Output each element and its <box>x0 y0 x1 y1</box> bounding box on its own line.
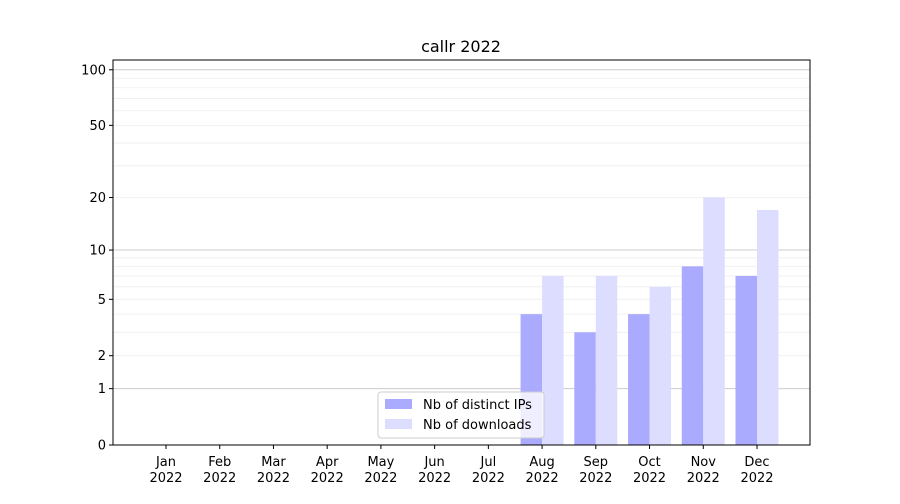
x-tick-label: May <box>367 455 394 470</box>
x-tick-label: Jun <box>423 455 444 470</box>
legend-swatch <box>385 399 412 409</box>
legend: Nb of distinct IPs Nb of downloads <box>377 391 545 439</box>
x-tick-label: 2022 <box>740 471 773 486</box>
plot-frame <box>112 59 811 446</box>
bar-downloads <box>649 286 672 445</box>
x-tick-label: Oct <box>638 455 660 470</box>
x-tick-label: 2022 <box>633 471 666 486</box>
x-tick-label: 2022 <box>579 471 612 486</box>
x-axis: Jan2022Feb2022Mar2022Apr2022May2022Jun20… <box>149 445 774 486</box>
x-tick-label: Sep <box>584 455 609 470</box>
x-tick-label: Aug <box>529 455 554 470</box>
y-tick-label: 2 <box>98 349 106 364</box>
legend-label: Nb of downloads <box>423 418 532 433</box>
chart-title: callr 2022 <box>421 37 501 56</box>
x-tick-label: 2022 <box>687 471 720 486</box>
y-tick-label: 20 <box>89 191 106 206</box>
y-axis: 0 1 2 5 10 20 50 100 <box>81 63 113 454</box>
y-tick-label: 10 <box>89 244 106 259</box>
legend-box <box>377 391 545 439</box>
legend-label: Nb of distinct IPs <box>423 398 532 413</box>
bars <box>520 197 779 445</box>
x-tick-label: 2022 <box>257 471 290 486</box>
y-tick-label: 5 <box>98 293 106 308</box>
bar-downloads <box>757 210 779 445</box>
y-tick-label: 1 <box>98 382 106 397</box>
x-tick-label: Feb <box>208 455 231 470</box>
grid <box>113 69 810 390</box>
x-tick-label: 2022 <box>149 471 182 486</box>
x-tick-label: 2022 <box>418 471 451 486</box>
x-tick-label: Apr <box>316 455 339 470</box>
x-tick-label: 2022 <box>203 471 236 486</box>
x-tick-label: 2022 <box>526 471 559 486</box>
bar-distinct-ips <box>628 314 650 445</box>
x-tick-label: Jul <box>480 455 497 470</box>
bar-downloads <box>595 275 618 445</box>
y-tick-label: 50 <box>89 119 106 134</box>
y-tick-label: 100 <box>81 63 106 78</box>
x-tick-label: Mar <box>261 455 286 470</box>
x-tick-label: 2022 <box>364 471 397 486</box>
bar-downloads <box>542 275 564 445</box>
bar-distinct-ips <box>735 275 757 445</box>
y-tick-label: 0 <box>98 439 106 454</box>
x-tick-label: Nov <box>691 455 717 470</box>
x-tick-label: Jan <box>155 455 176 470</box>
legend-swatch <box>385 419 412 429</box>
x-tick-label: 2022 <box>472 471 505 486</box>
bar-downloads <box>703 197 725 445</box>
bar-distinct-ips <box>681 266 704 445</box>
x-tick-label: Dec <box>744 455 769 470</box>
bar-distinct-ips <box>574 332 596 445</box>
x-tick-label: 2022 <box>311 471 344 486</box>
